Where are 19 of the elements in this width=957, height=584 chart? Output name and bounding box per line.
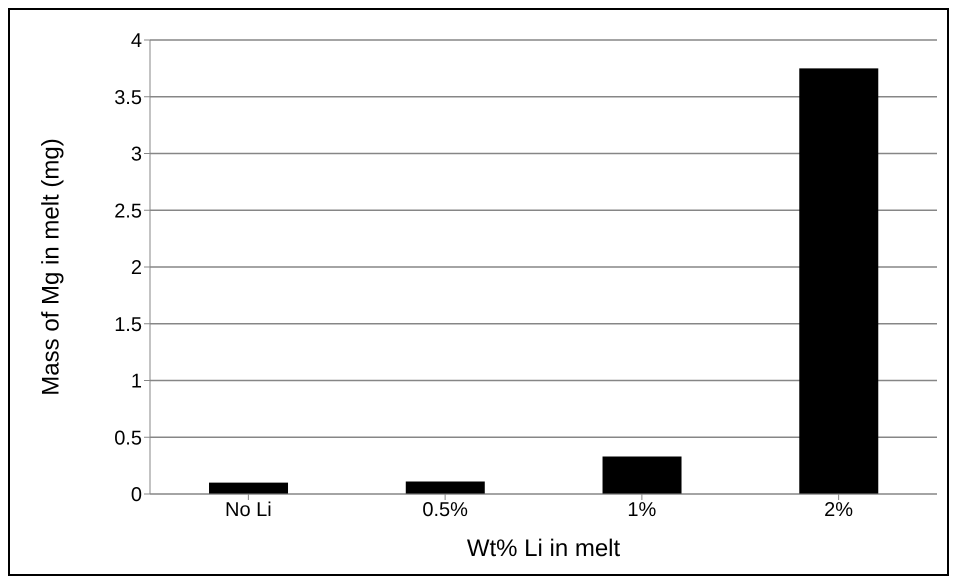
y-tick-label: 3.5 [114, 86, 142, 109]
y-tick-label: 2.5 [114, 200, 142, 222]
y-tick-label: 1 [130, 370, 142, 393]
y-tick-label: 0 [130, 484, 142, 506]
y-tick-label: 4 [130, 30, 142, 52]
bar [209, 482, 288, 494]
bar [602, 456, 682, 494]
x-tick-label: 2% [824, 499, 854, 522]
y-tick-label: 0.5 [114, 427, 142, 450]
y-tick-label: 2 [130, 257, 142, 280]
x-tick-label: 0.5% [422, 499, 468, 522]
y-axis-title: Mass of Mg in melt (mg) [38, 138, 65, 396]
bar [406, 482, 485, 494]
x-tick-label: 1% [627, 499, 657, 522]
y-tick-label: 1.5 [114, 314, 142, 336]
x-axis-title: Wt% Li in melt [466, 535, 621, 562]
bar [799, 68, 878, 494]
y-tick-label: 3 [130, 144, 142, 166]
x-tick-label: No Li [225, 499, 272, 522]
